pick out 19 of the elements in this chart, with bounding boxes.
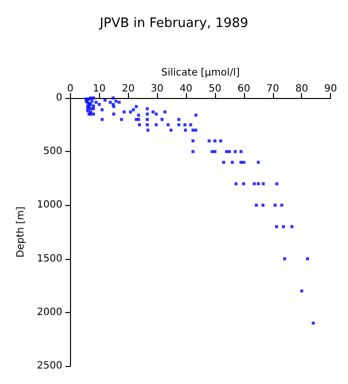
y-tick-label: 1000 xyxy=(36,200,62,211)
x-tick-label: 90 xyxy=(324,84,338,94)
y-tick-label: 2000 xyxy=(36,306,62,318)
x-tick-label: 0 xyxy=(67,84,74,94)
x-tick-label: 60 xyxy=(238,84,250,94)
x-axis-title: Silicate [µmol/l] xyxy=(161,68,240,78)
y-tick-label: 500 xyxy=(43,146,62,158)
x-tick-label: 30 xyxy=(150,84,164,94)
x-tick-label: 50 xyxy=(208,84,222,94)
x-tick-label: 40 xyxy=(180,84,192,94)
y-tick-label: 2500 xyxy=(36,360,62,372)
x-tick-label: 10 xyxy=(92,84,106,94)
x-tick-label: 20 xyxy=(122,84,135,94)
y-tick-label: 1500 xyxy=(36,253,62,264)
chart-title: JPVB in February, 1989 xyxy=(98,16,248,31)
y-tick-label: 0 xyxy=(56,92,62,104)
x-tick-label: 80 xyxy=(295,84,308,94)
x-tick-label: 70 xyxy=(266,84,280,94)
y-axis-title: Depth [m] xyxy=(16,206,26,258)
